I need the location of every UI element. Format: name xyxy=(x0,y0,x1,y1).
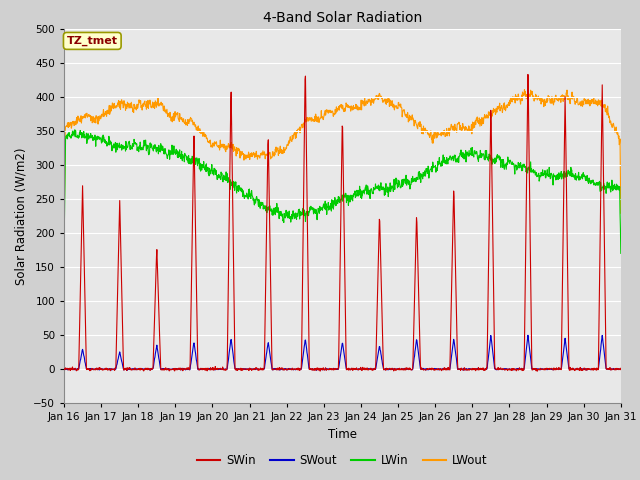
Title: 4-Band Solar Radiation: 4-Band Solar Radiation xyxy=(263,11,422,25)
X-axis label: Time: Time xyxy=(328,428,357,441)
Text: TZ_tmet: TZ_tmet xyxy=(67,36,118,46)
Legend: SWin, SWout, LWin, LWout: SWin, SWout, LWin, LWout xyxy=(192,450,493,472)
Y-axis label: Solar Radiation (W/m2): Solar Radiation (W/m2) xyxy=(15,147,28,285)
